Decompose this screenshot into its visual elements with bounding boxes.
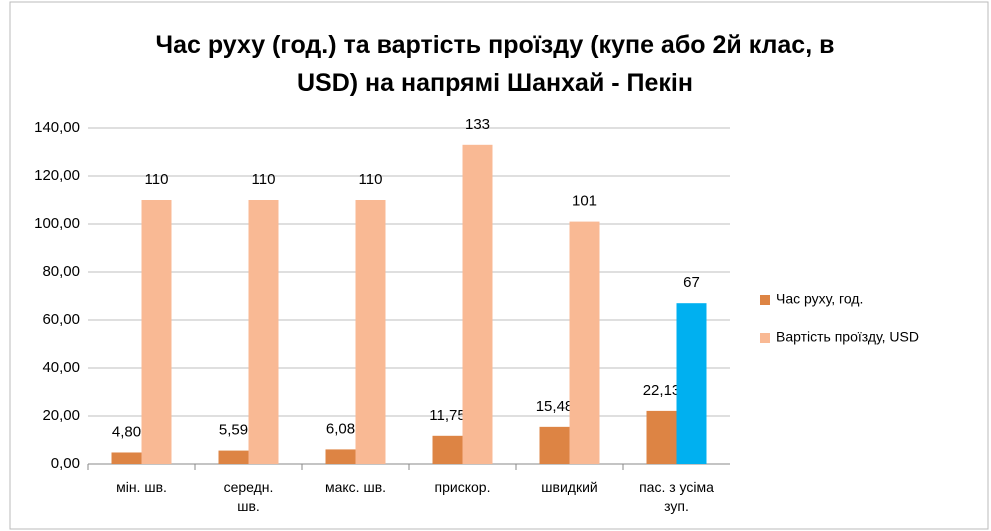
bar — [676, 303, 707, 464]
y-tick-label: 100,00 — [34, 215, 80, 232]
data-label: 110 — [145, 171, 169, 188]
legend-swatch — [760, 333, 770, 343]
data-label: 22,13 — [643, 382, 681, 399]
x-tick-label: пас. з усіма зуп. — [639, 479, 714, 514]
x-tick-label: макс. шв. — [324, 479, 387, 495]
x-tick-label: мін. шв. — [116, 479, 167, 495]
x-tick-label: швидкий — [541, 479, 598, 495]
data-label: 101 — [572, 193, 597, 210]
data-label: 110 — [252, 171, 276, 188]
data-label: 11,75 — [429, 407, 465, 424]
data-label: 110 — [359, 171, 383, 188]
y-tick-label: 0,00 — [51, 455, 80, 472]
legend-label: Час руху, год. — [776, 291, 863, 307]
chart-title: Час руху (год.) та вартість проїзду (куп… — [155, 31, 835, 97]
bar — [432, 435, 463, 464]
y-tick-label: 60,00 — [42, 311, 80, 328]
y-tick-label: 120,00 — [34, 167, 80, 184]
legend-swatch — [760, 295, 770, 305]
data-label: 5,59 — [219, 422, 248, 439]
y-tick-label: 40,00 — [42, 359, 80, 376]
x-tick-label: прискор. — [434, 479, 491, 495]
y-tick-label: 140,00 — [34, 119, 80, 136]
x-tick-label: середн. шв. — [223, 479, 274, 514]
y-tick-label: 80,00 — [42, 263, 80, 280]
bar — [141, 200, 172, 464]
data-label: 133 — [465, 116, 490, 133]
data-label: 15,48 — [536, 398, 574, 415]
bar — [462, 144, 493, 465]
bar — [111, 452, 142, 464]
bar — [355, 200, 386, 464]
bar — [248, 200, 279, 464]
y-tick-label: 20,00 — [42, 407, 80, 424]
data-label: 4,80 — [112, 423, 141, 440]
bar — [218, 450, 249, 464]
bar — [325, 449, 356, 464]
data-label: 67 — [683, 274, 700, 291]
legend-label: Вартість проїзду, USD — [776, 329, 919, 345]
bar — [569, 221, 600, 464]
data-label: 6,08 — [326, 420, 355, 437]
bar — [539, 426, 570, 464]
chart-border — [9, 1, 989, 530]
bar — [646, 410, 677, 464]
